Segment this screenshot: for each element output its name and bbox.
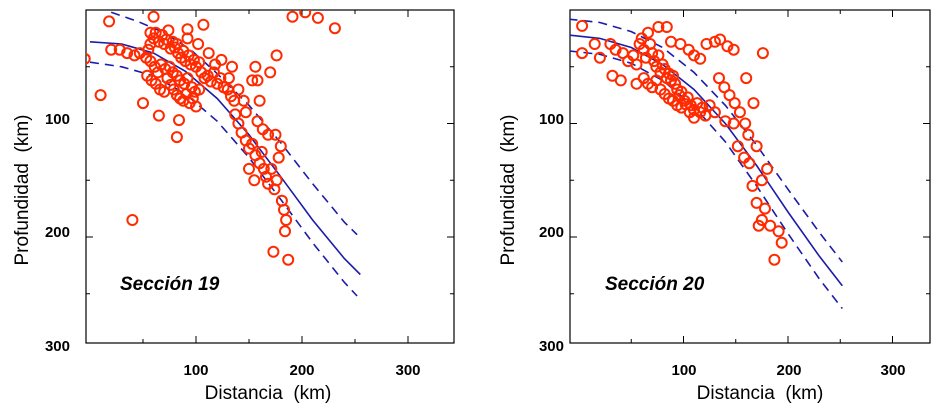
hypocenter-point	[253, 116, 263, 126]
hypocenter-point	[752, 198, 762, 208]
x-tick-label-200: 200	[289, 362, 314, 379]
hypocenter-point	[255, 96, 265, 106]
hypocenter-point	[127, 215, 137, 225]
hypocenter-point	[274, 153, 284, 163]
hypocenter-point	[590, 39, 600, 49]
hypocenter-point	[138, 98, 148, 108]
section-label: Sección 19	[120, 274, 220, 295]
y-tick-label-200: 200	[45, 224, 70, 241]
x-tick-label-300: 300	[395, 362, 420, 379]
y-tick-label-200: 200	[539, 224, 564, 241]
hypocenter-point	[666, 37, 676, 47]
dashed-bound-curve	[569, 51, 843, 309]
hypocenter-point	[752, 141, 762, 151]
hypocenter-point	[272, 50, 282, 60]
hypocenter-point	[313, 13, 323, 23]
hypocenter-point	[758, 48, 768, 58]
hypocenter-point	[757, 175, 767, 185]
hypocenter-point	[777, 238, 787, 248]
hypocenter-point	[632, 79, 642, 89]
dashed-bound-curve	[569, 19, 843, 262]
hypocenter-point	[330, 23, 340, 33]
hypocenter-point	[174, 115, 184, 125]
hypocenter-point	[749, 98, 759, 108]
hypocenter-point	[762, 164, 772, 174]
hypocenter-point	[104, 16, 114, 26]
hypocenter-point	[265, 67, 275, 77]
panel-seccion-19: 100 200 300 100 200 300 Distancia (km) P…	[12, 7, 454, 404]
y-tick-label-300: 300	[539, 338, 564, 355]
x-axis-title: Distancia (km)	[205, 383, 332, 404]
dashed-bound-curve	[90, 62, 357, 296]
hypocenter-point	[154, 111, 164, 121]
x-tick-labels: 100 200 300	[183, 362, 420, 379]
hypocenter-point	[743, 130, 753, 140]
hypocenter-point	[268, 247, 278, 257]
hypocenter-point	[233, 85, 243, 95]
plot-area	[569, 19, 843, 308]
hypocenter-point	[244, 164, 254, 174]
hypocenter-point	[227, 62, 237, 72]
hypocenter-point	[80, 54, 90, 64]
hypocenter-point	[96, 90, 106, 100]
hypocenter-point	[172, 132, 182, 142]
panel-seccion-20: 100 200 300 100 200 300 Distancia (km) P…	[498, 10, 930, 404]
hypocenter-point	[280, 226, 290, 236]
y-axis-title: Profundidad (km)	[12, 114, 33, 265]
hypocenter-point	[198, 20, 208, 30]
hypocenter-point	[250, 62, 260, 72]
hypocenter-point	[193, 39, 203, 49]
hypocenter-point	[741, 73, 751, 83]
y-tick-label-100: 100	[45, 111, 70, 128]
hypocenter-point	[740, 119, 750, 129]
hypocenter-point	[288, 12, 298, 22]
hypocenter-point	[283, 255, 293, 265]
plot-area	[80, 7, 361, 296]
x-tick-label-200: 200	[776, 362, 801, 379]
x-axis-title: Distancia (km)	[697, 383, 824, 404]
hypocenter-point	[735, 107, 745, 117]
hypocenter-point	[149, 12, 159, 22]
hypocenter-point	[643, 28, 653, 38]
y-tick-labels: 100 200 300	[45, 111, 70, 355]
hypocenter-point	[769, 255, 779, 265]
y-tick-label-100: 100	[539, 111, 564, 128]
y-tick-label-300: 300	[45, 338, 70, 355]
y-axis-title: Profundidad (km)	[498, 114, 519, 265]
x-tick-labels: 100 200 300	[671, 362, 905, 379]
hypocenter-point	[204, 48, 214, 58]
section-label: Sección 20	[605, 274, 705, 295]
x-tick-label-100: 100	[671, 362, 696, 379]
x-tick-label-100: 100	[183, 362, 208, 379]
y-tick-labels: 100 200 300	[539, 111, 564, 355]
hypocenter-point	[241, 107, 251, 117]
hypocenter-point	[607, 71, 617, 81]
hypocenter-point	[249, 175, 259, 185]
x-tick-label-300: 300	[880, 362, 905, 379]
hypocenter-point	[281, 215, 291, 225]
hypocenter-point	[774, 226, 784, 236]
hypocenter-point	[577, 21, 587, 31]
